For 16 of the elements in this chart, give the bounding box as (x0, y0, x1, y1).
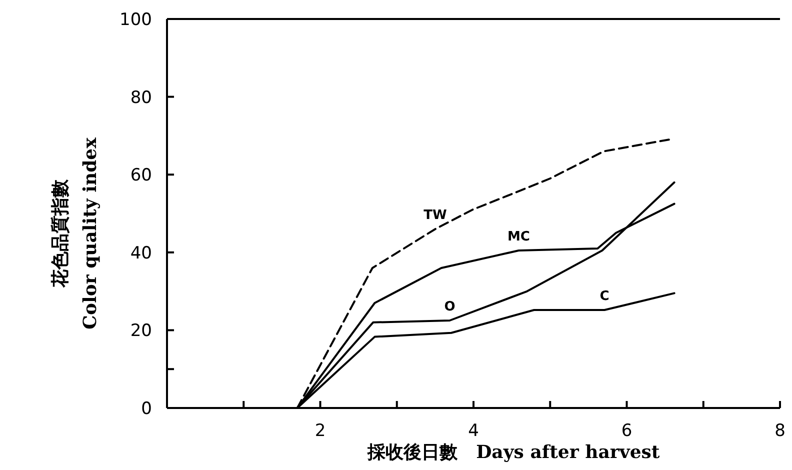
x-axis-title: 採收後日數 Days after harvest (366, 442, 660, 463)
series-label: MC (507, 229, 530, 244)
series-label: O (444, 299, 456, 314)
y-tick-label: 100 (120, 10, 152, 30)
x-tick-label: 6 (621, 421, 632, 441)
y-tick-label: 80 (130, 88, 152, 108)
series-label: C (600, 288, 610, 304)
y-axis-title: 花色品質指數 Color quality index (50, 137, 101, 330)
y-tick-label: 40 (130, 243, 152, 264)
x-tick-label: 4 (468, 421, 479, 441)
series-label: TW (424, 208, 447, 224)
y-tick-label: 20 (130, 321, 152, 342)
x-tick-label: 2 (314, 421, 326, 441)
y-tick-label: 0 (141, 399, 152, 419)
x-tick-label: 8 (774, 421, 786, 441)
y-tick-label: 60 (130, 166, 152, 186)
